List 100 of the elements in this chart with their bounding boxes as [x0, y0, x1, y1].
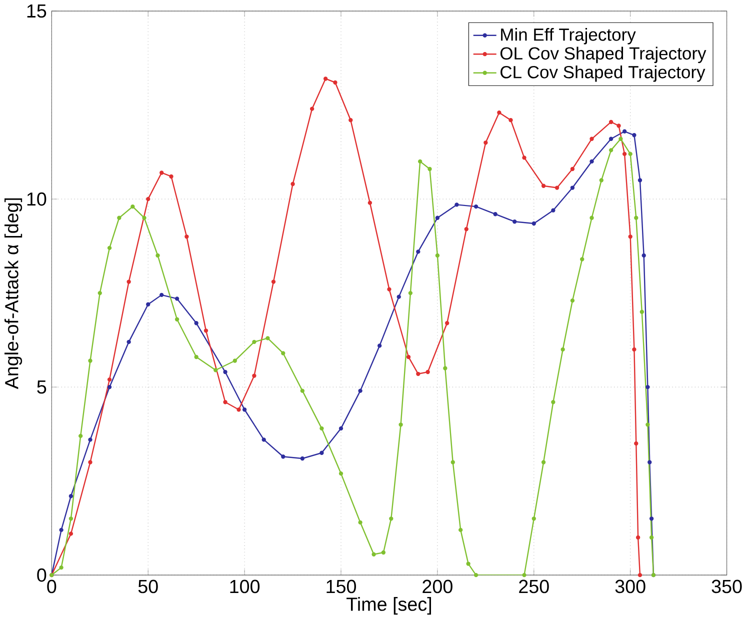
- point: [551, 208, 556, 212]
- point: [570, 166, 575, 172]
- point: [126, 280, 131, 284]
- x-tick-label: 250: [519, 580, 549, 594]
- point: [338, 471, 344, 476]
- point: [426, 370, 430, 374]
- point: [560, 347, 565, 352]
- point: [323, 76, 328, 81]
- point: [68, 532, 74, 536]
- point: [551, 400, 556, 404]
- point: [338, 426, 344, 430]
- point: [570, 186, 575, 190]
- point: [381, 550, 386, 555]
- point: [252, 340, 256, 344]
- legend-label: OL Cov Shaped Trajectory: [500, 46, 706, 64]
- x-tick-label: 350: [712, 580, 742, 594]
- point: [236, 407, 241, 412]
- point: [628, 152, 632, 156]
- point: [599, 178, 604, 182]
- point: [406, 354, 411, 360]
- point: [580, 257, 584, 262]
- point: [464, 227, 468, 232]
- point: [608, 136, 614, 141]
- point: [300, 456, 305, 461]
- point: [204, 328, 208, 333]
- point: [554, 186, 560, 190]
- point: [532, 516, 536, 521]
- point: [130, 204, 135, 209]
- point: [194, 321, 198, 326]
- point: [642, 253, 646, 258]
- point: [223, 370, 228, 374]
- point: [348, 118, 353, 122]
- point: [320, 450, 324, 455]
- point: [107, 384, 112, 390]
- point: [146, 302, 150, 306]
- point: [169, 174, 174, 179]
- legend-label: CL Cov Shaped Trajectory: [500, 65, 706, 82]
- point: [445, 321, 450, 326]
- x-tick-label: 300: [615, 580, 646, 594]
- point: [608, 148, 614, 152]
- point: [368, 200, 372, 205]
- x-tick-label: 150: [326, 580, 356, 594]
- point: [310, 106, 314, 111]
- point: [160, 292, 164, 297]
- point: [493, 212, 498, 216]
- point: [428, 166, 432, 172]
- point: [590, 159, 594, 164]
- point: [387, 287, 392, 292]
- point: [454, 202, 459, 207]
- point: [358, 520, 362, 524]
- point: [117, 216, 122, 220]
- point: [649, 535, 654, 540]
- point: [640, 310, 644, 314]
- point: [416, 250, 420, 254]
- point: [389, 516, 394, 521]
- point: [266, 336, 270, 340]
- point: [522, 572, 526, 578]
- point: [416, 372, 420, 376]
- point: [484, 140, 488, 145]
- point: [541, 460, 546, 464]
- point: [541, 184, 546, 188]
- point: [88, 438, 92, 442]
- point: [622, 152, 627, 156]
- point: [450, 460, 455, 464]
- point: [634, 216, 638, 220]
- x-tick-label: 100: [230, 580, 260, 594]
- point: [474, 572, 478, 578]
- point: [126, 340, 131, 344]
- y-tick-label: 15: [27, 4, 46, 18]
- point: [78, 434, 83, 438]
- point: [638, 572, 642, 578]
- point: [616, 124, 621, 128]
- point: [281, 454, 286, 459]
- point: [107, 377, 112, 382]
- point: [88, 460, 92, 464]
- point: [142, 216, 146, 220]
- point: [214, 368, 218, 372]
- point: [408, 290, 413, 296]
- point: [435, 216, 440, 220]
- point: [300, 388, 305, 393]
- point: [242, 407, 247, 412]
- point: [174, 296, 180, 301]
- y-axis-title: Angle-of-Attack α [deg]: [4, 198, 22, 390]
- point: [512, 219, 517, 224]
- point: [622, 129, 627, 134]
- x-axis-title: Time [sec]: [346, 596, 431, 615]
- y-tick-label: 5: [37, 380, 46, 394]
- point: [570, 298, 575, 303]
- point: [223, 400, 228, 404]
- point: [271, 280, 276, 284]
- point: [443, 366, 448, 370]
- point: [320, 426, 324, 430]
- point: [435, 253, 440, 258]
- point: [634, 441, 638, 446]
- point: [358, 388, 362, 393]
- point: [281, 351, 286, 356]
- point: [59, 528, 64, 532]
- point: [466, 562, 470, 566]
- point: [649, 516, 654, 521]
- point: [418, 159, 422, 164]
